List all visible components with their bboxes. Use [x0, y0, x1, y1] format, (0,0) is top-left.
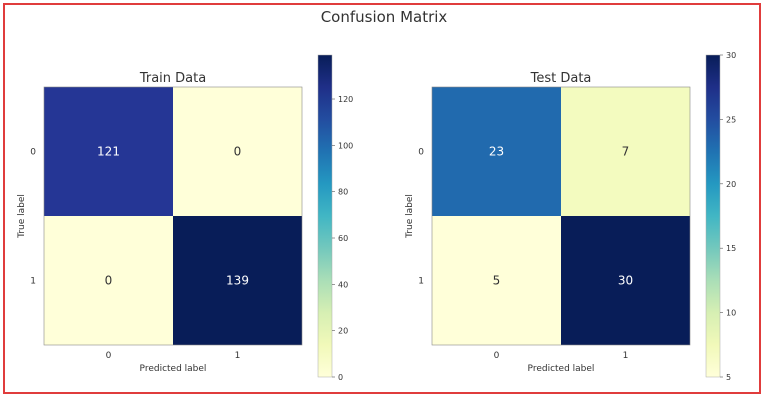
panel-title: Test Data: [530, 71, 592, 86]
x-tick-label: 1: [235, 351, 241, 361]
matrix-cell: [44, 216, 173, 345]
cell-value-label: 30: [618, 274, 633, 288]
colorbar-tick-label: 80: [338, 188, 348, 197]
matrix-cell: [432, 216, 561, 345]
matrix-cell: [432, 87, 561, 216]
y-tick-label: 1: [30, 277, 36, 287]
x-axis-label: Predicted label: [140, 364, 207, 374]
plot-frame: [431, 86, 691, 346]
colorbar-tick-label: 5: [726, 373, 731, 382]
x-tick-label: 1: [623, 351, 629, 361]
panel-title: Train Data: [139, 71, 206, 86]
colorbar-tick-label: 30: [726, 51, 736, 60]
matrix-cell: [173, 216, 302, 345]
colorbar-tick-label: 10: [726, 309, 736, 318]
colorbar-tick-label: 20: [726, 180, 736, 189]
figure-title: Confusion Matrix: [320, 8, 448, 26]
x-tick-label: 0: [494, 351, 500, 361]
y-axis-label: True label: [17, 194, 27, 239]
cell-value-label: 121: [97, 145, 120, 159]
y-tick-label: 1: [418, 277, 424, 287]
figure-border: [3, 3, 761, 394]
matrix-cell: [173, 87, 302, 216]
colorbar-tick-label: 100: [338, 141, 353, 150]
x-axis-label: Predicted label: [528, 364, 595, 374]
x-tick-label: 0: [106, 351, 112, 361]
cell-value-label: 0: [105, 274, 113, 288]
matrix-cell: [44, 87, 173, 216]
colorbar-tick-label: 20: [338, 327, 348, 336]
matrix-cell: [561, 87, 690, 216]
colorbar-tick-label: 60: [338, 234, 348, 243]
cell-value-label: 5: [493, 274, 501, 288]
plot-frame: [43, 86, 303, 346]
cell-value-label: 7: [622, 145, 630, 159]
colorbar: [705, 54, 721, 378]
colorbar-tick-label: 25: [726, 115, 736, 124]
colorbar-tick-label: 40: [338, 280, 348, 289]
colorbar-tick-label: 15: [726, 244, 736, 253]
y-tick-label: 0: [30, 148, 36, 158]
y-axis-label: True label: [405, 194, 415, 239]
y-tick-label: 0: [418, 148, 424, 158]
cell-value-label: 23: [489, 145, 504, 159]
colorbar: [317, 54, 333, 378]
colorbar-tick-label: 120: [338, 95, 353, 104]
matrix-cell: [561, 216, 690, 345]
colorbar-tick-label: 0: [338, 373, 343, 382]
cell-value-label: 0: [234, 145, 242, 159]
cell-value-label: 139: [226, 274, 249, 288]
